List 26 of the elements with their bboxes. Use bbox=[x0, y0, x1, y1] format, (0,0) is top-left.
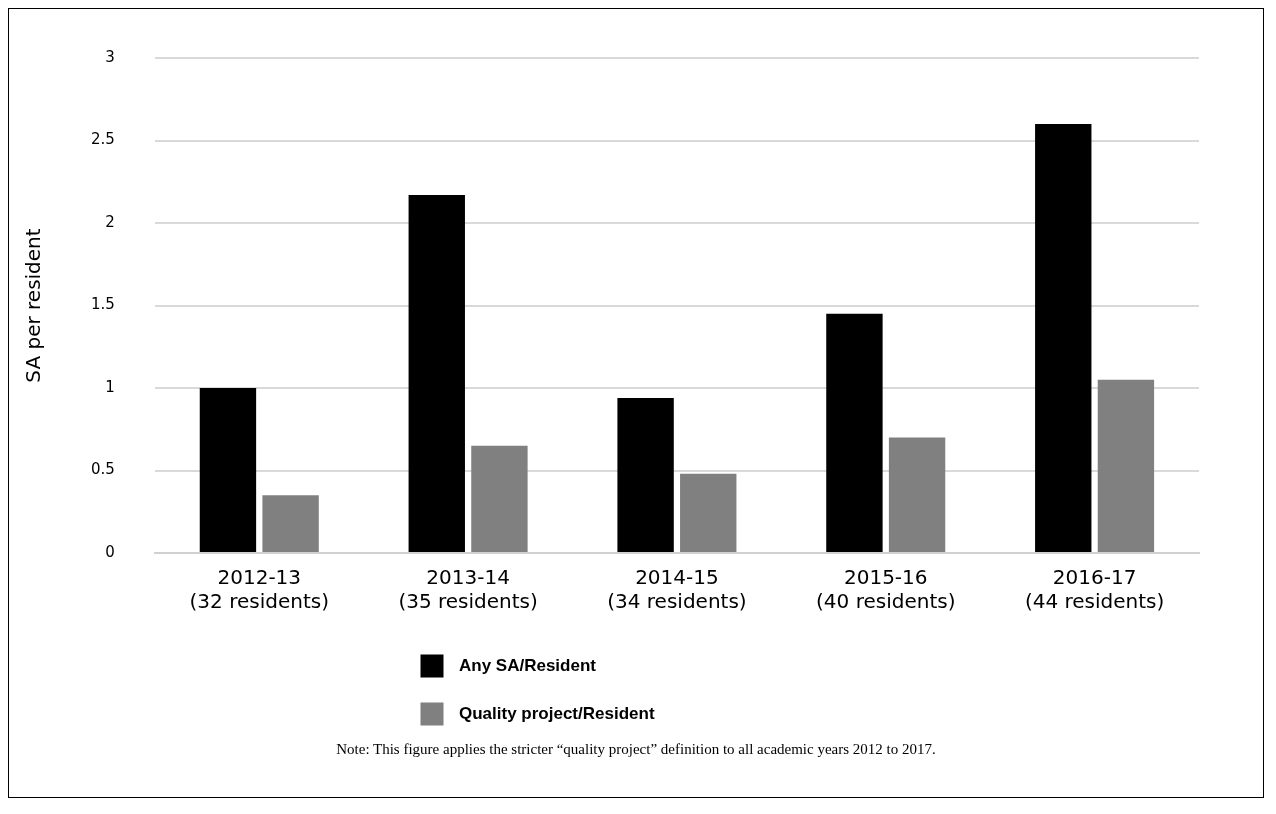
bar bbox=[680, 473, 737, 552]
x-tick-label: 2015-16 (40 residents) bbox=[816, 565, 956, 614]
y-tick-label: 1.5 bbox=[91, 295, 115, 314]
bar bbox=[826, 313, 883, 552]
bar bbox=[1097, 379, 1155, 552]
x-tick-label: 2013-14 (35 residents) bbox=[398, 565, 538, 614]
bar bbox=[1035, 124, 1092, 552]
legend-label: Quality project/Resident bbox=[459, 704, 655, 724]
y-tick-label: 1 bbox=[105, 377, 115, 396]
y-tick-label: 0 bbox=[105, 542, 115, 561]
x-tick-label: 2016-17 (44 residents) bbox=[1024, 565, 1165, 614]
y-axis-title: SA per resident bbox=[21, 228, 46, 383]
y-tick-label: 2 bbox=[105, 212, 115, 231]
x-tick-label: 2012-13 (32 residents) bbox=[189, 565, 329, 614]
bar bbox=[471, 445, 528, 552]
bar bbox=[888, 437, 946, 552]
y-tick-label: 0.5 bbox=[91, 460, 115, 479]
bar bbox=[617, 397, 674, 552]
bar bbox=[199, 388, 257, 552]
bar bbox=[262, 495, 319, 552]
y-tick-label: 2.5 bbox=[91, 130, 115, 149]
bar bbox=[408, 194, 465, 552]
legend-label: Any SA/Resident bbox=[459, 656, 596, 676]
text: Note: This figure applies the stricter “quality project” definition to all academic years 2012 to 2017. bbox=[335, 741, 937, 758]
x-tick-label: 2014-15 (34 residents) bbox=[607, 565, 747, 614]
y-tick-label: 3 bbox=[105, 47, 115, 66]
